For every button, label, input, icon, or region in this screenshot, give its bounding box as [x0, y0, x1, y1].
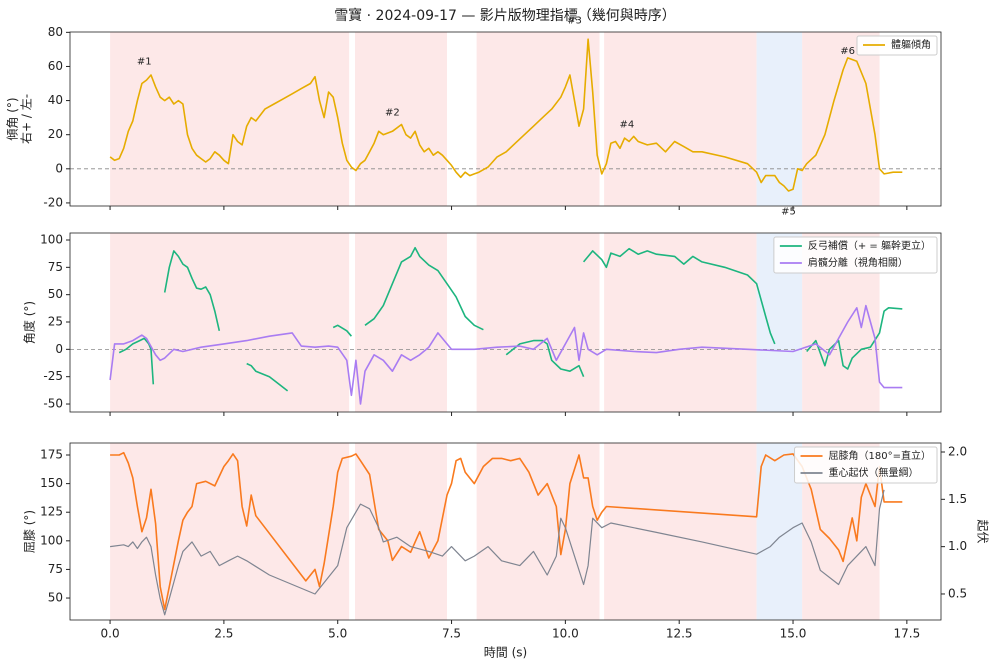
- series-line: [110, 451, 903, 611]
- legend-label: 體軀傾角: [891, 38, 931, 51]
- phase-span: [110, 443, 350, 620]
- y2-axis-label: 起伏: [976, 519, 990, 543]
- y-tick-label: 75: [48, 260, 63, 274]
- y-tick-label: 0: [55, 342, 63, 356]
- y-tick-label: 175: [40, 448, 63, 462]
- phase-span: [604, 443, 757, 620]
- y-tick-label: 75: [48, 562, 63, 576]
- y2-tick-label: 1.5: [948, 492, 967, 506]
- legend-label: 重心起伏（無量綱）: [829, 466, 919, 479]
- y-tick-label: 80: [48, 25, 63, 39]
- annotation: #6: [840, 46, 855, 57]
- legend-label: 反弓補償（+ = 軀幹更立）: [808, 239, 931, 252]
- y-tick-label: -20: [43, 195, 63, 209]
- y-tick-label: 40: [48, 93, 63, 107]
- legend: 屈膝角（180°=直立） 重心起伏（無量綱）: [794, 446, 938, 484]
- phase-span: [476, 443, 600, 620]
- y-tick-label: 60: [48, 59, 63, 73]
- legend: 體軀傾角: [856, 35, 938, 56]
- x-tick-label: 2.5: [214, 627, 233, 641]
- chart-title: 雪寶 · 2024-09-17 — 影片版物理指標（幾何與時序）: [334, 8, 676, 24]
- phase-span: [476, 233, 600, 412]
- y-axis-label: 傾角 (°): [6, 97, 20, 140]
- legend: 反弓補償（+ = 軀幹更立） 肩髖分離（視角相關）: [773, 236, 938, 274]
- legend-box: [773, 236, 938, 274]
- y-tick-label: -25: [43, 369, 63, 383]
- x-tick-label: 0.0: [101, 627, 120, 641]
- legend-box: [794, 446, 938, 484]
- x-tick-label: 12.5: [666, 627, 693, 641]
- annotation: #5: [781, 206, 796, 217]
- y-axis-label: 屈膝 (°): [23, 510, 37, 553]
- y2-tick-label: 1.0: [948, 539, 967, 553]
- y-tick-label: 150: [40, 476, 63, 490]
- plot-frame: [69, 31, 942, 207]
- y-tick-label: 20: [48, 127, 63, 141]
- y-axis-label: 右+ / 左-: [19, 94, 34, 144]
- legend-label: 肩髖分離（視角相關）: [808, 256, 908, 269]
- y-tick-label: 100: [40, 533, 63, 547]
- y-axis-label: 角度 (°): [22, 301, 37, 344]
- series-line: [109, 304, 903, 405]
- annotation: #2: [385, 108, 400, 119]
- phase-span: [110, 32, 350, 206]
- annotation: #1: [137, 56, 152, 67]
- phase-span: [476, 32, 600, 206]
- x-axis-label: 時間 (s): [484, 646, 527, 660]
- phase-span: [355, 443, 447, 620]
- x-tick-label: 17.5: [893, 627, 920, 641]
- phase-span: [355, 32, 447, 206]
- y2-tick-label: 0.5: [948, 586, 967, 600]
- annotation: #4: [619, 119, 634, 130]
- phase-span: [604, 32, 757, 206]
- series-line: [118, 246, 903, 392]
- y-tick-label: -50: [43, 397, 63, 411]
- legend-box: [856, 35, 938, 56]
- phase-span: [802, 32, 880, 206]
- y-tick-label: 125: [40, 505, 63, 519]
- x-tick-label: 15.0: [780, 627, 807, 641]
- annotation: #3: [567, 15, 582, 26]
- series-line: [109, 38, 903, 192]
- y-tick-label: 0: [55, 161, 63, 175]
- y2-tick-label: 2.0: [948, 444, 967, 458]
- phase-span: [110, 233, 350, 412]
- y-tick-label: 25: [48, 315, 63, 329]
- x-tick-label: 5.0: [328, 627, 347, 641]
- x-tick-label: 10.0: [552, 627, 579, 641]
- legend-label: 屈膝角（180°=直立）: [829, 449, 931, 462]
- x-tick-label: 7.5: [442, 627, 461, 641]
- series-line: [110, 489, 885, 616]
- y-tick-label: 50: [48, 591, 63, 605]
- y-tick-label: 50: [48, 287, 63, 301]
- y-tick-label: 100: [40, 232, 63, 246]
- plot-frame: [69, 442, 942, 621]
- phase-span: [604, 233, 757, 412]
